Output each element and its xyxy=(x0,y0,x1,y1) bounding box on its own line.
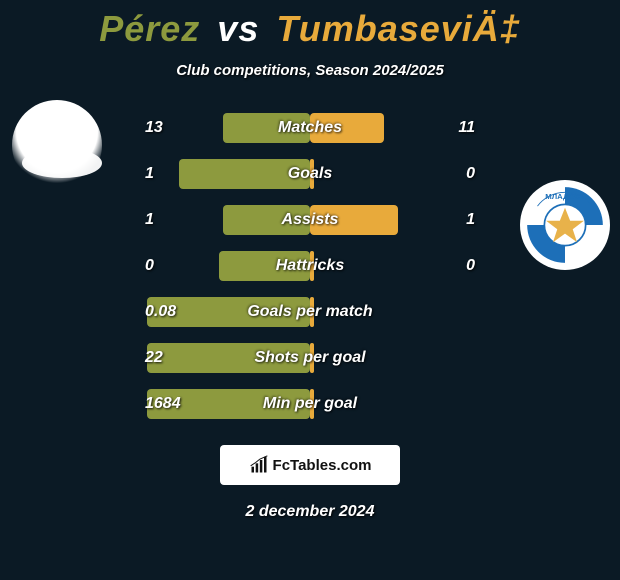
bar-left xyxy=(147,343,310,373)
stat-value-left: 1 xyxy=(145,159,154,189)
chart-icon xyxy=(249,455,269,475)
stat-value-right: 0 xyxy=(466,159,475,189)
right-club-crest-icon: МЛАДОСТ xyxy=(520,180,610,270)
left-club-crest-icon xyxy=(12,100,102,190)
bar-left xyxy=(223,205,311,235)
vs-text: vs xyxy=(217,8,259,49)
svg-text:МЛАДОСТ: МЛАДОСТ xyxy=(545,192,585,201)
stat-row: Goals per match0.08 xyxy=(135,297,485,327)
comparison-title: Pérez vs TumbaseviÄ‡ xyxy=(0,0,620,50)
player2-name: TumbaseviÄ‡ xyxy=(276,8,520,49)
subtitle: Club competitions, Season 2024/2025 xyxy=(0,62,620,79)
bar-right xyxy=(310,205,398,235)
bar-left xyxy=(147,389,310,419)
stat-row: Goals10 xyxy=(135,159,485,189)
bar-right xyxy=(310,297,314,327)
player1-name: Pérez xyxy=(99,8,200,49)
stat-value-left: 1 xyxy=(145,205,154,235)
bar-left xyxy=(219,251,310,281)
site-logo: FcTables.com xyxy=(220,445,400,485)
site-logo-text: FcTables.com xyxy=(273,457,372,474)
bar-right xyxy=(310,113,384,143)
bar-left xyxy=(179,159,310,189)
bar-right xyxy=(310,343,314,373)
stat-row: Hattricks00 xyxy=(135,251,485,281)
bar-left xyxy=(223,113,311,143)
bar-right xyxy=(310,389,314,419)
bar-right xyxy=(310,159,314,189)
stat-value-left: 0 xyxy=(145,251,154,281)
stat-row: Min per goal1684 xyxy=(135,389,485,419)
stat-row: Assists11 xyxy=(135,205,485,235)
stat-value-right: 1 xyxy=(466,205,475,235)
stat-row: Shots per goal22 xyxy=(135,343,485,373)
bar-left xyxy=(147,297,310,327)
stat-row: Matches1311 xyxy=(135,113,485,143)
stat-value-right: 11 xyxy=(458,113,475,143)
bar-right xyxy=(310,251,314,281)
stat-value-right: 0 xyxy=(466,251,475,281)
date-text: 2 december 2024 xyxy=(0,503,620,521)
stat-value-left: 13 xyxy=(145,113,163,143)
